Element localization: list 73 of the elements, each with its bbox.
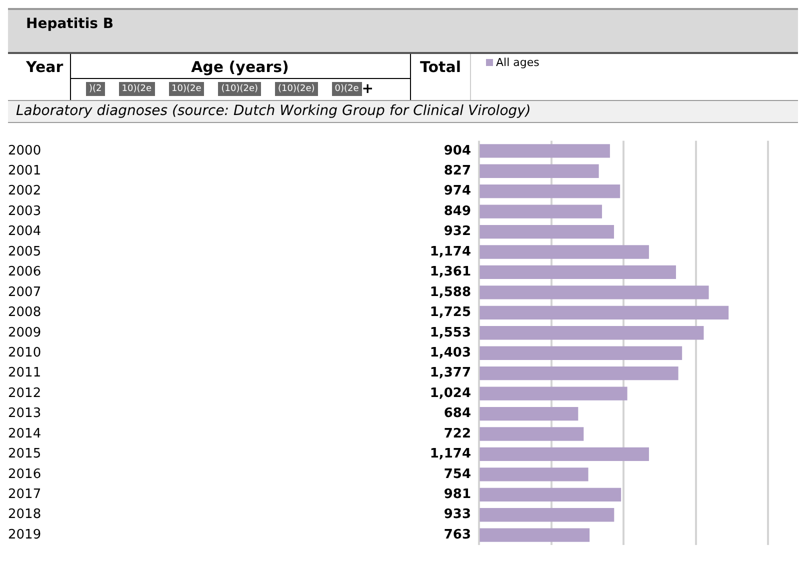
bar (480, 406, 578, 421)
y-tick-label: 2017 (8, 487, 42, 502)
data-label: 1,588 (430, 284, 471, 300)
y-tick-label: 2012 (8, 386, 42, 401)
y-tick-label: 2016 (8, 466, 42, 482)
y-tick-label: 2006 (8, 264, 42, 280)
bar (480, 488, 622, 502)
legend-label: All ages (496, 56, 540, 69)
data-label: 1,361 (430, 264, 471, 280)
text: Age (years) (190, 58, 290, 76)
bar (480, 386, 628, 400)
bar (480, 224, 614, 239)
bar (480, 204, 602, 218)
text: + (362, 81, 374, 97)
bar (480, 508, 614, 522)
bar (480, 306, 729, 320)
bar (480, 184, 620, 198)
data-label: 684 (444, 406, 471, 422)
y-tick-label: 2015 (8, 446, 42, 462)
y-tick-label: 2018 (8, 507, 42, 522)
bar (480, 427, 584, 441)
bar (480, 144, 610, 158)
y-tick-label: 2005 (8, 244, 42, 260)
data-label: 1,174 (430, 244, 471, 260)
y-tick-label: 2004 (8, 224, 42, 240)
y-tick-label: 2007 (8, 284, 42, 300)
data-label: 904 (444, 143, 471, 158)
bar (480, 164, 599, 178)
y-axis-title: Year (26, 58, 64, 76)
y-tick-label: 2001 (8, 164, 42, 179)
data-label: 932 (444, 224, 471, 240)
y-tick-label: 2014 (8, 426, 42, 442)
bar (480, 245, 649, 259)
text: )(2 (86, 82, 105, 96)
y-tick-label: 2009 (8, 325, 42, 340)
data-label: 849 (444, 204, 471, 219)
bar (480, 468, 588, 482)
bar (480, 265, 676, 280)
data-label: 722 (444, 426, 471, 442)
bar (480, 326, 704, 340)
text: 10)(2e (118, 82, 154, 96)
data-label: 827 (444, 164, 471, 179)
bar (480, 346, 682, 360)
bar (480, 447, 649, 462)
y-tick-label: 2013 (8, 406, 42, 422)
y-tick-label: 2010 (8, 345, 42, 360)
bar (480, 286, 709, 300)
bar (480, 366, 678, 380)
text: Laboratory diagnoses (source: Dutch Working Group for Clinical Virology) (8, 101, 798, 123)
bar (480, 528, 590, 542)
data-label: 1,377 (430, 366, 471, 381)
data-label: 981 (444, 487, 471, 502)
text: Hepatitis B (8, 10, 798, 52)
data-label: 1,725 (430, 305, 471, 320)
data-label: 1,403 (430, 345, 471, 360)
data-label: 974 (444, 184, 471, 199)
y-tick-label: 2011 (8, 366, 42, 381)
data-label: 1,024 (430, 386, 471, 401)
y-tick-label: 2019 (8, 527, 42, 542)
text: 10)(2e (168, 82, 204, 96)
y-tick-label: 2008 (8, 305, 42, 320)
text: Total (420, 58, 461, 76)
y-tick-label: 2003 (8, 204, 42, 219)
data-label: 1,174 (430, 446, 471, 462)
data-label: 763 (444, 527, 471, 542)
text: (10)(2e) (275, 82, 318, 96)
y-tick-label: 2002 (8, 184, 42, 199)
y-tick-label: 2000 (8, 143, 42, 158)
text: 0)(2e (332, 82, 362, 96)
data-label: 933 (444, 507, 471, 522)
text: (10)(2e) (218, 82, 262, 96)
data-label: 1,553 (430, 325, 471, 340)
data-label: 754 (444, 466, 471, 482)
